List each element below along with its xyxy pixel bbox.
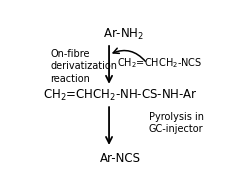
Text: CH$_2$=CHCH$_2$-NH-CS-NH-Ar: CH$_2$=CHCH$_2$-NH-CS-NH-Ar (43, 88, 197, 103)
Text: CH$_2$=CHCH$_2$-NCS: CH$_2$=CHCH$_2$-NCS (117, 57, 202, 70)
Text: Ar-NH$_2$: Ar-NH$_2$ (103, 27, 144, 42)
Text: Ar-NCS: Ar-NCS (99, 152, 140, 164)
Text: Pyrolysis in
GC-injector: Pyrolysis in GC-injector (149, 112, 204, 134)
Text: On-fibre
derivatization
reaction: On-fibre derivatization reaction (50, 49, 117, 84)
